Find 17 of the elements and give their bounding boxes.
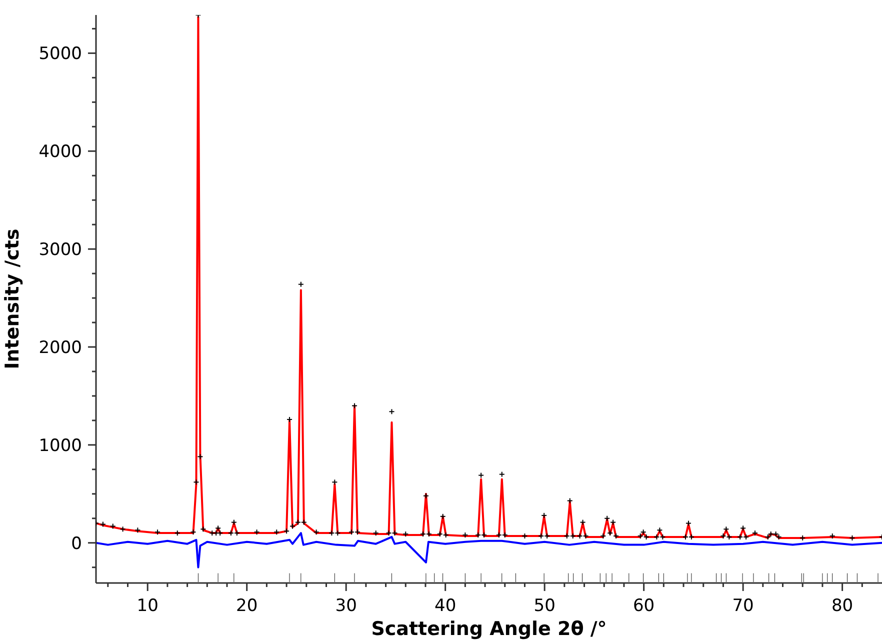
y-axis-title: Intensity /cts: [2, 228, 24, 370]
x-tick-label: 80: [831, 596, 854, 616]
x-tick-label: 20: [236, 596, 258, 616]
line-series: [96, 532, 882, 568]
x-tick-label: 70: [732, 596, 754, 616]
x-tick-label: 40: [434, 596, 456, 616]
x-axis-title: Scattering Angle 2θ /°: [371, 618, 607, 640]
y-tick-label: 2000: [38, 338, 82, 358]
y-tick-label: 1000: [38, 436, 82, 456]
y-tick-label: 4000: [38, 142, 82, 162]
y-tick-label: 5000: [38, 44, 82, 64]
x-tick-label: 30: [335, 596, 357, 616]
x-tick-label: 10: [136, 596, 158, 616]
x-tick-label: 50: [534, 596, 556, 616]
y-tick-label: 0: [71, 534, 82, 554]
y-tick-label: 3000: [38, 240, 82, 260]
x-tick-label: 60: [633, 596, 655, 616]
